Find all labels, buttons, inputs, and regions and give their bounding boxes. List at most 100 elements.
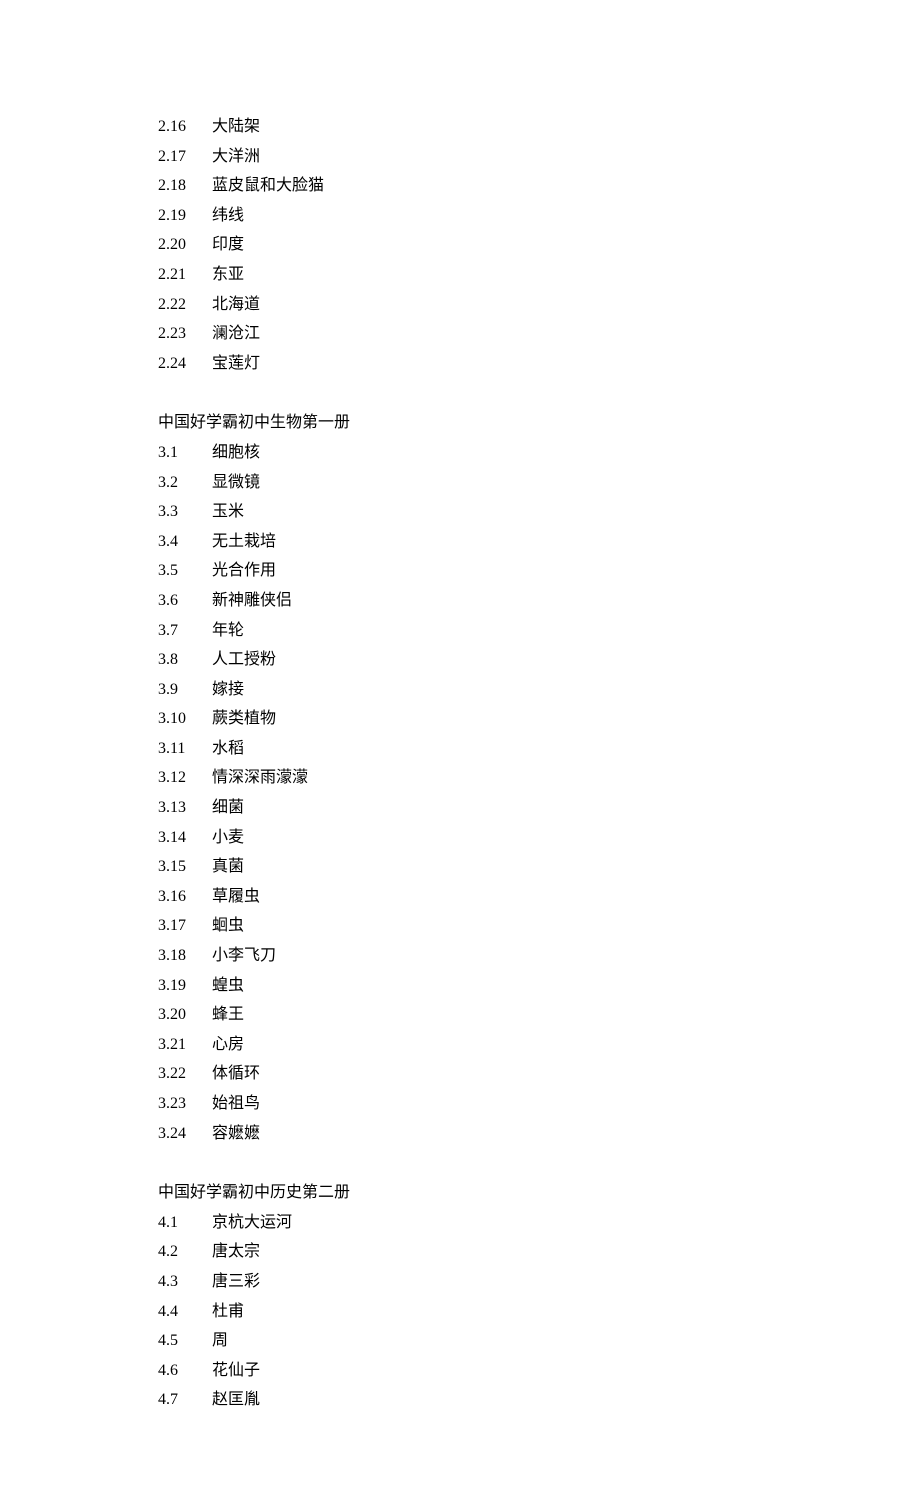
- item-label: 情深深雨濛濛: [212, 763, 770, 793]
- item-number: 3.5: [158, 556, 212, 586]
- document-content: 2.16大陆架2.17大洋洲2.18蓝皮鼠和大脸猫2.19纬线2.20印度2.2…: [158, 112, 770, 1415]
- item-number: 3.21: [158, 1030, 212, 1060]
- item-number: 3.13: [158, 793, 212, 823]
- list-item: 3.18小李飞刀: [158, 941, 770, 971]
- item-number: 3.8: [158, 645, 212, 675]
- item-label: 京杭大运河: [212, 1208, 770, 1238]
- list-item: 3.10蕨类植物: [158, 704, 770, 734]
- list-item: 3.2显微镜: [158, 468, 770, 498]
- item-number: 3.2: [158, 468, 212, 498]
- list-item: 3.17蛔虫: [158, 911, 770, 941]
- item-number: 2.23: [158, 319, 212, 349]
- list-item: 3.14小麦: [158, 823, 770, 853]
- list-item: 3.12情深深雨濛濛: [158, 763, 770, 793]
- item-label: 宝莲灯: [212, 349, 770, 379]
- item-label: 嫁接: [212, 675, 770, 705]
- list-item: 3.23始祖鸟: [158, 1089, 770, 1119]
- list-item: 3.22体循环: [158, 1059, 770, 1089]
- item-label: 蕨类植物: [212, 704, 770, 734]
- item-label: 无土栽培: [212, 527, 770, 557]
- item-number: 2.22: [158, 290, 212, 320]
- item-label: 小麦: [212, 823, 770, 853]
- item-number: 3.7: [158, 616, 212, 646]
- list-item: 3.1细胞核: [158, 438, 770, 468]
- list-item: 3.8人工授粉: [158, 645, 770, 675]
- item-label: 周: [212, 1326, 770, 1356]
- item-number: 3.4: [158, 527, 212, 557]
- list-item: 3.5光合作用: [158, 556, 770, 586]
- item-label: 澜沧江: [212, 319, 770, 349]
- list-item: 3.19蝗虫: [158, 971, 770, 1001]
- list-item: 4.6花仙子: [158, 1356, 770, 1386]
- item-number: 3.24: [158, 1119, 212, 1149]
- item-number: 2.20: [158, 230, 212, 260]
- list-item: 4.5周: [158, 1326, 770, 1356]
- item-number: 3.14: [158, 823, 212, 853]
- item-number: 2.19: [158, 201, 212, 231]
- item-number: 4.2: [158, 1237, 212, 1267]
- list-item: 2.22北海道: [158, 290, 770, 320]
- item-number: 3.12: [158, 763, 212, 793]
- item-label: 赵匡胤: [212, 1385, 770, 1415]
- item-label: 年轮: [212, 616, 770, 646]
- item-number: 2.16: [158, 112, 212, 142]
- item-number: 4.7: [158, 1385, 212, 1415]
- item-label: 东亚: [212, 260, 770, 290]
- list-item: 3.7年轮: [158, 616, 770, 646]
- list-item: 3.20蜂王: [158, 1000, 770, 1030]
- list-item: 4.1京杭大运河: [158, 1208, 770, 1238]
- item-label: 蜂王: [212, 1000, 770, 1030]
- item-label: 蝗虫: [212, 971, 770, 1001]
- list-item: 3.24容嬷嬷: [158, 1119, 770, 1149]
- item-number: 4.3: [158, 1267, 212, 1297]
- list-item: 3.11水稻: [158, 734, 770, 764]
- item-label: 玉米: [212, 497, 770, 527]
- item-number: 3.15: [158, 852, 212, 882]
- section-title: 中国好学霸初中历史第二册: [158, 1178, 770, 1208]
- item-label: 纬线: [212, 201, 770, 231]
- item-number: 3.17: [158, 911, 212, 941]
- list-item: 2.17大洋洲: [158, 142, 770, 172]
- item-number: 3.3: [158, 497, 212, 527]
- list-item: 2.23澜沧江: [158, 319, 770, 349]
- list-item: 2.21东亚: [158, 260, 770, 290]
- list-item: 2.16大陆架: [158, 112, 770, 142]
- item-label: 印度: [212, 230, 770, 260]
- list-item: 4.4杜甫: [158, 1297, 770, 1327]
- item-number: 4.6: [158, 1356, 212, 1386]
- item-number: 4.4: [158, 1297, 212, 1327]
- item-label: 唐太宗: [212, 1237, 770, 1267]
- item-number: 3.22: [158, 1059, 212, 1089]
- item-label: 水稻: [212, 734, 770, 764]
- item-label: 细菌: [212, 793, 770, 823]
- item-label: 大陆架: [212, 112, 770, 142]
- item-number: 2.21: [158, 260, 212, 290]
- item-label: 真菌: [212, 852, 770, 882]
- item-number: 3.19: [158, 971, 212, 1001]
- list-item: 4.2唐太宗: [158, 1237, 770, 1267]
- item-number: 2.17: [158, 142, 212, 172]
- item-label: 唐三彩: [212, 1267, 770, 1297]
- item-label: 北海道: [212, 290, 770, 320]
- item-number: 2.24: [158, 349, 212, 379]
- item-number: 3.18: [158, 941, 212, 971]
- list-item: 3.21心房: [158, 1030, 770, 1060]
- list-item: 3.9嫁接: [158, 675, 770, 705]
- item-label: 草履虫: [212, 882, 770, 912]
- list-item: 3.13细菌: [158, 793, 770, 823]
- item-number: 3.10: [158, 704, 212, 734]
- item-label: 光合作用: [212, 556, 770, 586]
- item-label: 杜甫: [212, 1297, 770, 1327]
- list-item: 3.15真菌: [158, 852, 770, 882]
- item-label: 心房: [212, 1030, 770, 1060]
- list-item: 3.6新神雕侠侣: [158, 586, 770, 616]
- item-label: 小李飞刀: [212, 941, 770, 971]
- item-number: 3.6: [158, 586, 212, 616]
- item-number: 3.9: [158, 675, 212, 705]
- item-number: 2.18: [158, 171, 212, 201]
- list-item: 4.3唐三彩: [158, 1267, 770, 1297]
- item-number: 3.16: [158, 882, 212, 912]
- item-label: 蓝皮鼠和大脸猫: [212, 171, 770, 201]
- list-item: 2.24宝莲灯: [158, 349, 770, 379]
- item-label: 始祖鸟: [212, 1089, 770, 1119]
